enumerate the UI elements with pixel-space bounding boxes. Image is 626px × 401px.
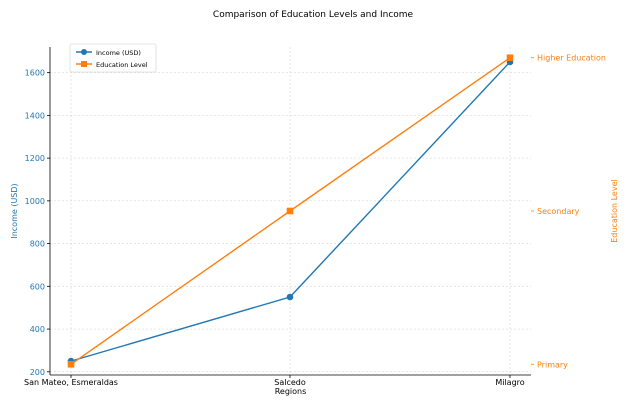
x-axis-label: Regions [275,387,307,396]
education-series-point [506,54,514,62]
right-tick-label: Higher Education [537,54,606,63]
legend: Income (USD) Education Level [69,43,157,73]
left-tick-label: 400 [30,325,45,334]
left-tick-label: 1400 [25,111,45,120]
right-y-axis-label: Education Level [610,179,619,243]
left-tick-label: 1200 [25,154,45,163]
legend-income-label: Income (USD) [96,49,141,57]
left-tick-label: 1000 [25,197,45,206]
right-y-axis-ticks: Primary Secondary Higher Education [531,54,606,369]
left-tick-label: 1600 [25,69,45,78]
right-tick-label: Secondary [537,207,580,216]
x-tick-label: Milagro [495,378,524,387]
x-axis-ticks: San Mateo, Esmeraldas Salcedo Milagro [24,375,525,387]
series-layer [67,54,514,368]
x-tick-label: Salcedo [274,378,306,387]
education-series-point [286,207,294,215]
right-tick-label: Primary [537,360,568,369]
legend-income-marker [81,49,87,55]
legend-education-label: Education Level [96,61,148,69]
left-y-axis-label: Income (USD) [10,183,19,238]
grid-layer [50,47,531,375]
legend-education-marker [81,61,87,67]
left-y-axis-ticks: 200 400 600 800 1000 1200 1400 1600 [25,69,50,377]
left-tick-label: 200 [30,368,45,377]
income-series-point [286,293,294,301]
x-tick-label: San Mateo, Esmeraldas [24,378,118,387]
axes-layer [49,47,531,376]
chart-title: Comparison of Education Levels and Incom… [213,10,414,20]
left-tick-label: 800 [30,240,45,249]
left-tick-label: 600 [30,282,45,291]
education-series-point [67,360,75,368]
legend-item-income: Income (USD) [76,49,141,57]
legend-box [69,43,157,73]
legend-item-education: Education Level [76,61,148,69]
